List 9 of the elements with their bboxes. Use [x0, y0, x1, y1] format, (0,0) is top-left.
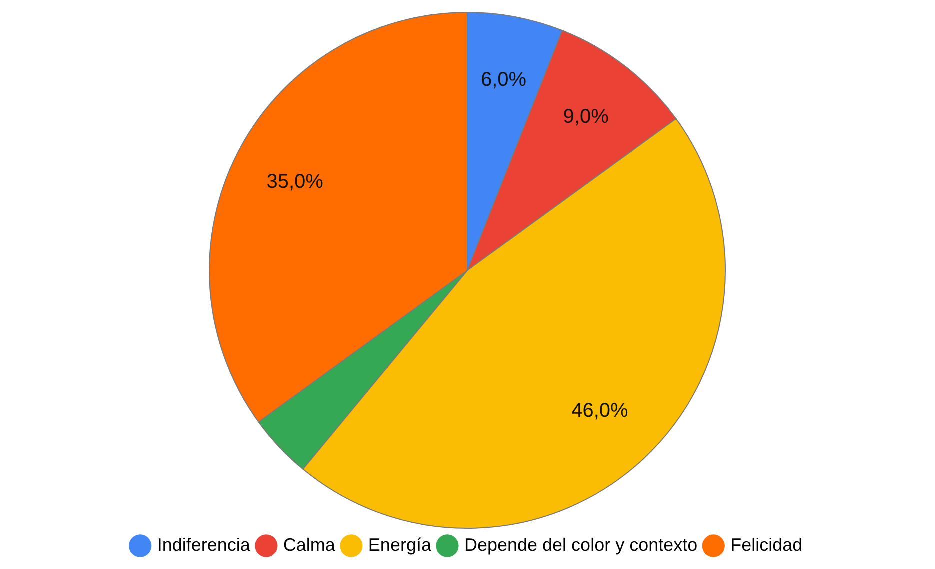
legend-label: Indiferencia — [157, 534, 252, 555]
data-label: 9,0% — [563, 106, 610, 128]
legend-label: Calma — [283, 534, 336, 555]
legend-label: Felicidad — [730, 534, 803, 555]
data-label: 35,0% — [266, 171, 324, 194]
data-label: 46,0% — [572, 400, 629, 422]
legend-label: Energía — [368, 534, 432, 555]
legend-label: Depende del color y contexto — [464, 534, 698, 555]
data-label: 6,0% — [480, 68, 527, 91]
